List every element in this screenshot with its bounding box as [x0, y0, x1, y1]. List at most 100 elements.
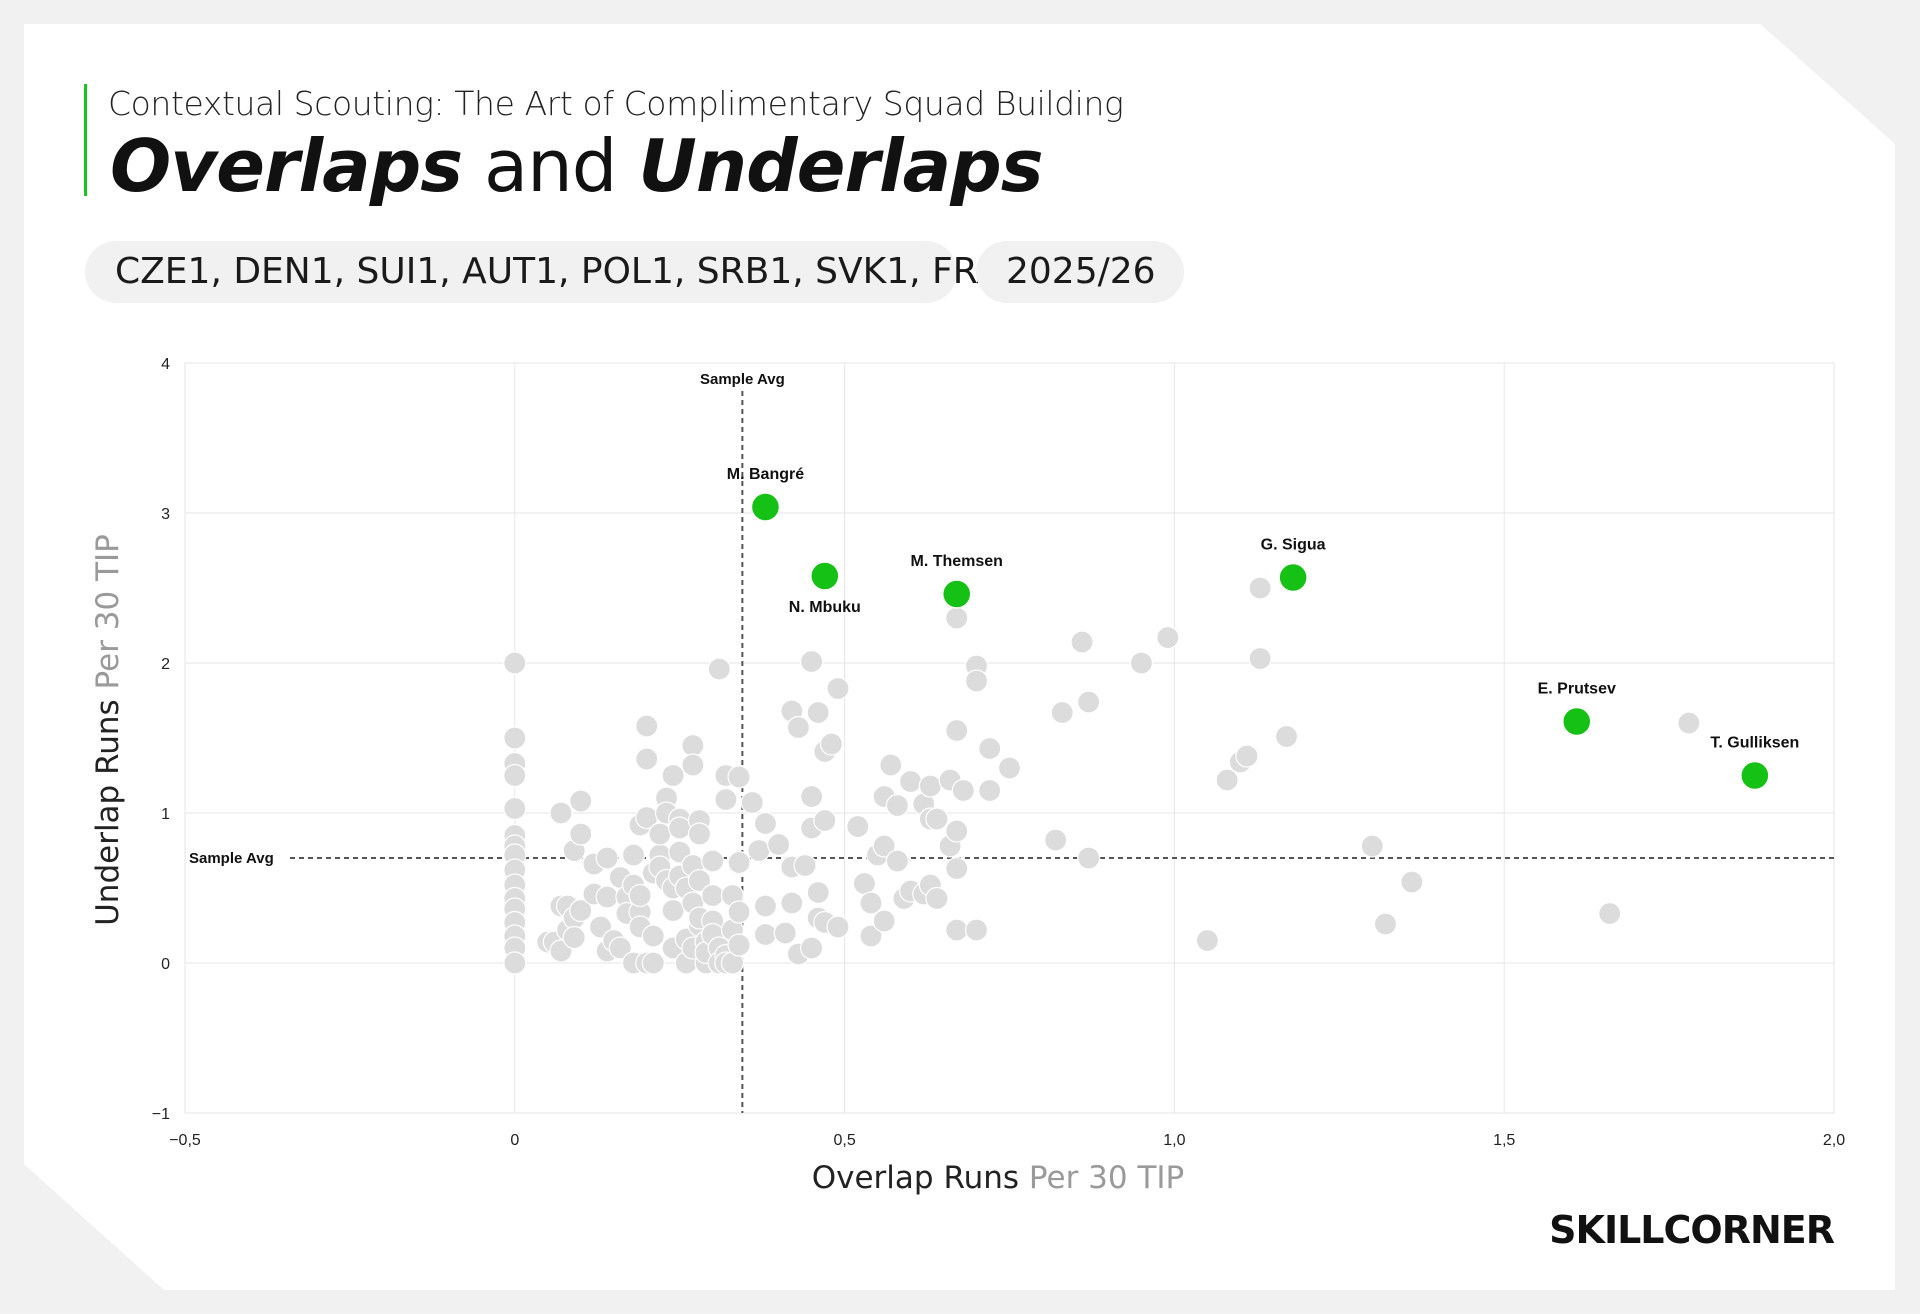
sample-avg-label-y: Sample Avg — [189, 850, 274, 867]
x-tick-label: 0,5 — [833, 1132, 855, 1149]
data-point — [978, 778, 1002, 803]
data-point — [780, 891, 804, 915]
data-point — [1195, 928, 1219, 953]
data-point — [621, 843, 646, 867]
y-tick-label: 1 — [161, 806, 170, 823]
highlighted-point — [810, 561, 840, 591]
data-point — [1156, 625, 1180, 650]
data-point — [773, 921, 797, 945]
data-point — [503, 726, 527, 750]
data-point — [945, 918, 969, 942]
player-label: N. Mbuku — [789, 599, 861, 616]
data-point — [727, 765, 751, 789]
data-point — [714, 787, 738, 812]
data-point — [740, 790, 764, 815]
data-point — [826, 915, 850, 939]
data-point — [668, 816, 692, 840]
title-part-and: and — [462, 124, 639, 208]
data-point — [1077, 846, 1101, 870]
accent-bar — [84, 84, 87, 196]
data-point — [753, 922, 778, 947]
data-point — [727, 933, 751, 957]
data-point — [885, 793, 909, 818]
highlighted-point — [941, 579, 972, 609]
y-tick-label: −1 — [152, 1106, 170, 1123]
data-point — [1044, 828, 1068, 852]
data-point — [635, 747, 659, 771]
data-point — [925, 886, 949, 911]
data-point — [1077, 690, 1101, 714]
data-point — [898, 769, 923, 794]
highlighted-point — [750, 492, 781, 522]
data-point — [1235, 744, 1259, 768]
data-point — [1360, 834, 1384, 858]
data-point — [806, 700, 830, 725]
data-point — [701, 883, 725, 908]
data-point — [747, 838, 771, 863]
data-point — [1598, 901, 1622, 926]
data-point — [951, 778, 975, 803]
data-point — [753, 811, 778, 836]
player-label: E. Prutsev — [1538, 681, 1616, 698]
x-tick-label: 2,0 — [1823, 1132, 1845, 1149]
data-point — [503, 651, 527, 675]
data-point — [648, 822, 672, 846]
data-point — [767, 832, 791, 857]
data-point — [727, 900, 751, 924]
y-tick-label: 0 — [161, 956, 170, 973]
y-tick-label: 3 — [161, 506, 170, 523]
player-label: M. Themsen — [910, 553, 1002, 570]
x-tick-label: 0 — [510, 1132, 519, 1149]
data-point — [681, 733, 705, 758]
data-point — [562, 925, 586, 950]
title-part-underlaps: Underlaps — [638, 124, 1043, 208]
data-point — [661, 763, 685, 788]
data-point — [964, 669, 989, 693]
data-point — [800, 936, 824, 960]
x-axis-label-main: Overlap Runs — [812, 1160, 1019, 1196]
data-point — [687, 868, 712, 893]
data-point — [826, 676, 850, 701]
data-point — [872, 909, 896, 933]
highlighted-point — [1562, 706, 1592, 737]
highlighted-point — [1740, 760, 1770, 791]
data-point — [1677, 711, 1701, 735]
data-point — [503, 951, 527, 975]
data-point — [635, 714, 659, 738]
data-point — [859, 891, 883, 915]
y-tick-label: 2 — [161, 656, 170, 673]
data-point — [793, 853, 817, 878]
data-point — [595, 885, 619, 909]
data-point — [701, 849, 725, 873]
data-point — [569, 789, 593, 813]
data-point — [918, 774, 942, 798]
data-point — [872, 834, 896, 858]
data-point — [727, 850, 751, 875]
card-background — [24, 24, 1895, 1290]
data-point — [503, 796, 527, 821]
data-point — [549, 801, 573, 825]
highlighted-point — [1278, 562, 1308, 593]
grid — [184, 362, 1835, 1114]
leagues-pill: CZE1, DEN1, SUI1, AUT1, POL1, SRB1, SVK1… — [85, 241, 1024, 303]
data-point — [879, 753, 903, 777]
data-point — [786, 715, 811, 740]
data-point — [661, 898, 685, 923]
data-point — [852, 871, 876, 896]
data-point — [997, 756, 1022, 780]
other-points — [503, 576, 1701, 975]
data-point — [925, 807, 949, 831]
title-part-overlaps: Overlaps — [110, 124, 463, 208]
data-point — [1215, 768, 1239, 792]
data-point — [885, 849, 909, 873]
data-point — [1400, 870, 1424, 894]
data-point — [595, 846, 619, 870]
sample-avg-label-x: Sample Avg — [700, 371, 785, 388]
tick-labels: −0,5 0 0,5 1,0 1,5 2,0 −1 0 1 2 3 4 — [152, 356, 1845, 1149]
y-axis-label-sub: Per 30 TIP — [90, 534, 126, 689]
data-point — [569, 822, 593, 846]
data-point — [707, 657, 731, 681]
player-label: M. Bangré — [727, 466, 804, 483]
y-axis-label-main: Underlap Runs — [90, 699, 126, 926]
